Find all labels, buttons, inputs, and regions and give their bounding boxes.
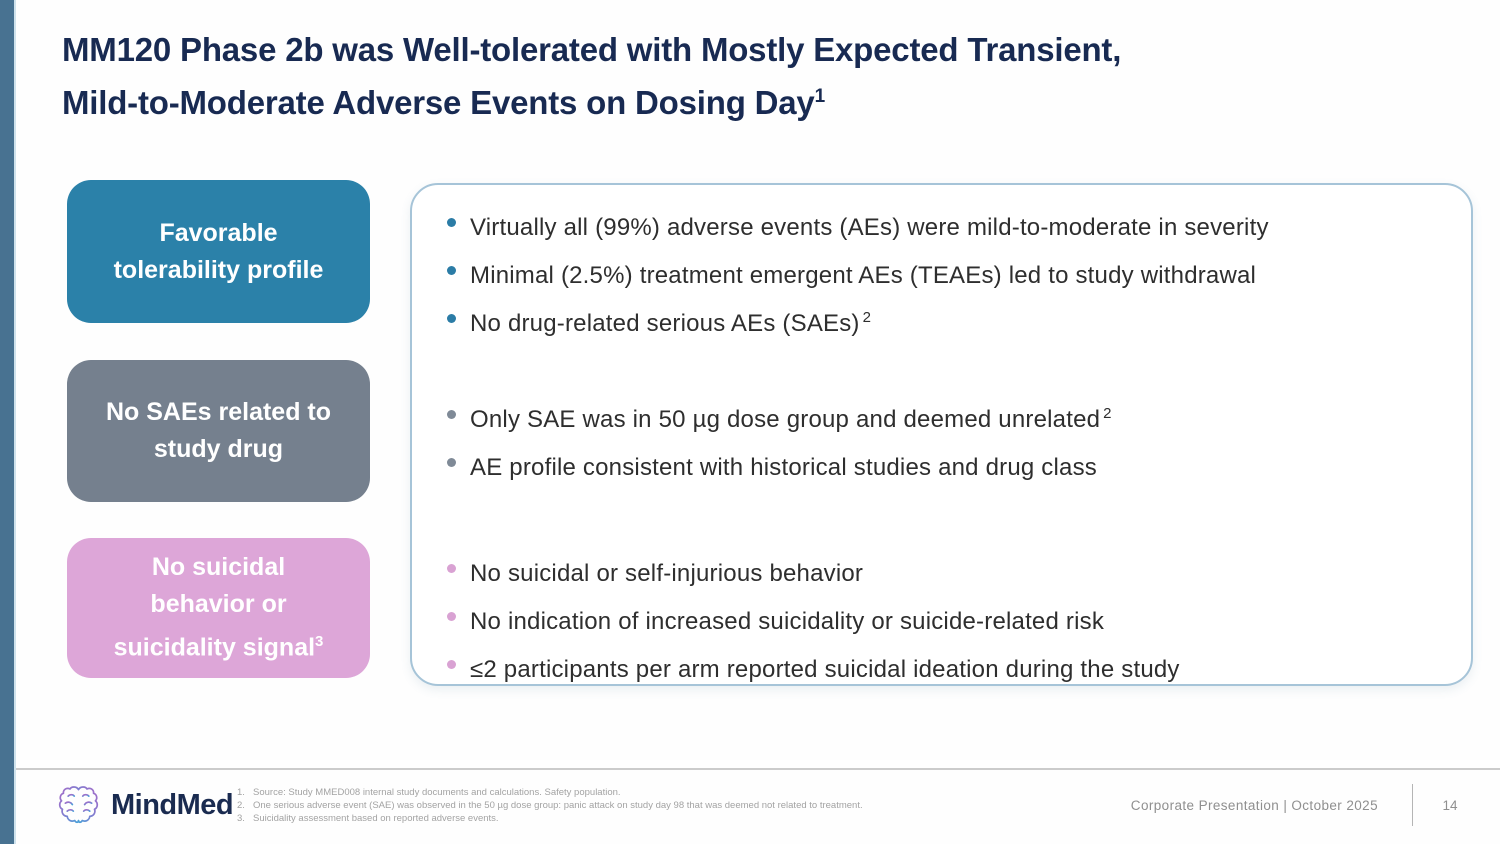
bullet-text: No indication of increased suicidality o… [470,608,1105,635]
label-footnote-ref: 3 [315,633,324,651]
label-box-favorable-tolerability: Favorable tolerability profile [67,180,370,323]
bullet-text: Only SAE was in 50 µg dose group and dee… [470,405,1112,433]
bullet-group-suicidality: No suicidal or self-injurious behavior N… [445,547,1455,691]
bullet-text: No drug-related serious AEs (SAEs) 2 [470,309,872,337]
bullet-text: AE profile consistent with historical st… [470,454,1097,481]
footnote: 1. Source: Study MMED008 internal study d… [237,787,621,798]
bullet-icon [447,410,456,419]
label-line: tolerability profile [113,255,324,284]
footnote: 2. One serious adverse event (SAE) was ob… [237,800,863,811]
label-line: No SAEs related to [105,398,332,426]
bullet-icon [447,218,456,227]
bullet-item: No suicidal or self-injurious behavior [445,547,1455,595]
footnote: 3. Suicidality assessment based on report… [237,813,499,824]
bullet-item: Virtually all (99%) adverse events (AEs)… [445,201,1455,249]
label-box-no-saes: No SAEs related to study drug [67,360,370,502]
label-line: behavior or [150,590,287,619]
bullet-text: Virtually all (99%) adverse events (AEs)… [470,214,1269,241]
title-footnote-ref: 1 [814,86,826,107]
bullet-group-saes: Only SAE was in 50 µg dose group and dee… [445,393,1455,489]
label-line: study drug [153,435,284,463]
left-accent-bar [0,0,16,844]
page-title: MM120 Phase 2b was Well-tolerated with M… [62,26,1121,126]
label-box-no-suicidality: No suicidal behavior or suicidality sign… [67,538,370,678]
label-line: No suicidal [151,553,286,582]
logo-wordmark: MindMed [111,789,234,821]
bullet-item: Only SAE was in 50 µg dose group and dee… [445,393,1455,441]
bullet-item: No indication of increased suicidality o… [445,595,1455,643]
details-panel: Virtually all (99%) adverse events (AEs)… [410,183,1473,686]
bullet-icon [447,564,456,573]
bullet-text: Minimal (2.5%) treatment emergent AEs (T… [470,262,1257,289]
bullet-item: Minimal (2.5%) treatment emergent AEs (T… [445,249,1455,297]
title-line-1: MM120 Phase 2b was Well-tolerated with M… [62,31,1122,68]
bullet-icon [447,660,456,669]
bullet-item: ≤2 participants per arm reported suicida… [445,643,1455,691]
page-number: 14 [1442,798,1458,813]
bullet-item: AE profile consistent with historical st… [445,441,1455,489]
bullet-text: No suicidal or self-injurious behavior [470,560,864,587]
bullet-text: ≤2 participants per arm reported suicida… [470,656,1180,683]
bullet-icon [447,612,456,621]
bullet-item: No drug-related serious AEs (SAEs) 2 [445,297,1455,345]
presentation-label: Corporate Presentation | October 2025 [1130,798,1378,813]
bullet-icon [447,266,456,275]
page-number-divider [1412,784,1413,826]
bullet-group-tolerability: Virtually all (99%) adverse events (AEs)… [445,201,1455,345]
label-line: Favorable [159,218,278,247]
footnotes: 1. Source: Study MMED008 internal study d… [237,786,863,825]
bullet-icon [447,458,456,467]
mindmed-logo: MindMed [55,782,234,829]
title-line-2: Mild-to-Moderate Adverse Events on Dosin… [62,84,815,121]
bullet-icon [447,314,456,323]
label-line: suicidality signal3 [113,633,324,662]
footer-divider [16,768,1500,770]
brain-icon [58,786,99,824]
